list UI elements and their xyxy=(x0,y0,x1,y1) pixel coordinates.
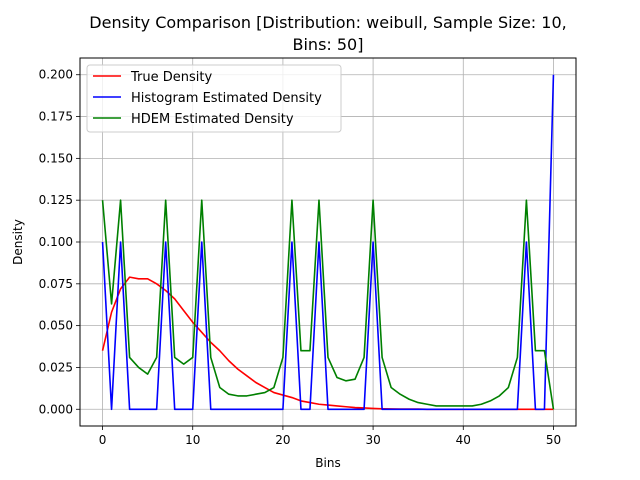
chart-title-line2: Bins: 50] xyxy=(293,35,364,54)
y-tick-label: 0.175 xyxy=(39,110,73,124)
y-tick-label: 0.025 xyxy=(39,360,73,374)
x-tick-label: 30 xyxy=(365,433,380,447)
plot-lines xyxy=(101,74,555,411)
y-tick-label: 0.050 xyxy=(39,319,73,333)
y-tick-label: 0.125 xyxy=(39,193,73,207)
legend-label-hdem-density: HDEM Estimated Density xyxy=(131,112,294,127)
legend-box xyxy=(86,64,342,133)
chart-title-line1: Density Comparison [Distribution: weibul… xyxy=(89,13,566,32)
x-axis-ticks: 0 10 20 30 40 50 xyxy=(99,426,561,447)
y-tick-label: 0.000 xyxy=(39,402,73,416)
y-tick-label: 0.150 xyxy=(39,151,73,165)
y-tick-label: 0.200 xyxy=(39,68,73,82)
y-axis-ticks: 0.000 0.025 0.050 0.075 0.100 0.125 0.150 0.175… xyxy=(39,68,80,416)
y-axis-label: Density xyxy=(11,219,25,265)
x-tick-label: 0 xyxy=(99,433,107,447)
y-tick-label: 0.100 xyxy=(39,235,73,249)
legend-label-true-density: True Density xyxy=(130,70,212,85)
legend: True Density Histogram Estimated Density… xyxy=(86,64,342,133)
x-tick-label: 20 xyxy=(275,433,290,447)
x-tick-label: 50 xyxy=(546,433,561,447)
y-tick-label: 0.075 xyxy=(39,277,73,291)
histogram-density-line xyxy=(101,74,555,411)
legend-label-histogram-density: Histogram Estimated Density xyxy=(131,91,322,106)
x-axis-label: Bins xyxy=(315,456,340,470)
x-tick-label: 10 xyxy=(185,433,200,447)
x-tick-label: 40 xyxy=(456,433,471,447)
hdem-density-line xyxy=(101,199,555,410)
